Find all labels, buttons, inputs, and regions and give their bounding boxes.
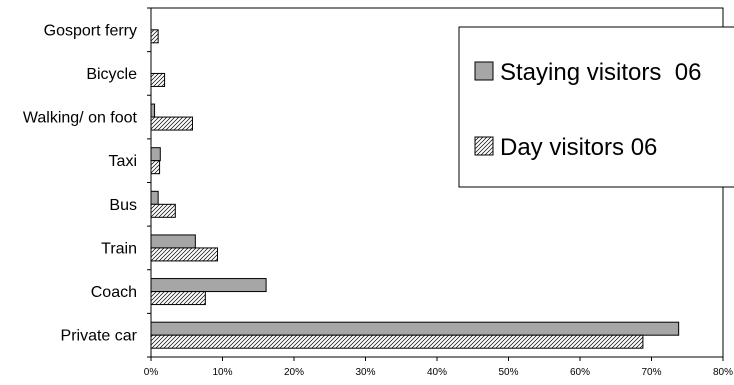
bar-staying-visitors (150, 321, 680, 336)
bar-day-visitors (150, 72, 166, 87)
bar-day-visitors (150, 291, 206, 306)
x-tick-label: 30% (355, 367, 375, 378)
category-label: Train (101, 240, 137, 257)
legend-swatch-staying (474, 61, 494, 81)
x-tick-label: 0% (144, 367, 159, 378)
x-tick-label: 20% (284, 367, 304, 378)
legend: Staying visitors 06 Day visitors 06 (458, 26, 734, 188)
category-label: Walking/ on foot (23, 110, 138, 127)
category-labels: Gosport ferry Bicycle Walking/ on foot Taxi… (23, 22, 138, 344)
category-label: Coach (91, 284, 137, 301)
bar-staying-visitors (150, 147, 161, 162)
category-label: Gosport ferry (44, 22, 137, 39)
bars (150, 29, 680, 349)
category-label: Bicycle (86, 66, 137, 83)
x-tick-label: 10% (212, 367, 232, 378)
x-axis-ticks: 0% 10% 20% 30% 40% 50% 60% 70% 80% (144, 7, 733, 378)
bar-day-visitors (150, 334, 644, 349)
x-tick-label: 40% (427, 367, 447, 378)
x-tick-label: 50% (498, 367, 518, 378)
bar-day-visitors (150, 29, 159, 44)
category-label: Private car (61, 328, 138, 345)
bar-staying-visitors (150, 234, 196, 249)
bar-day-visitors (150, 116, 193, 131)
legend-label-day: Day visitors 06 (500, 134, 657, 161)
legend-swatch-day (474, 136, 494, 156)
bar-day-visitors (150, 160, 161, 175)
bar-staying-visitors (150, 278, 267, 293)
category-label: Bus (109, 197, 137, 214)
x-tick-label: 60% (570, 367, 590, 378)
x-tick-label: 70% (641, 367, 661, 378)
legend-box (458, 26, 734, 188)
bar-staying-visitors (150, 190, 159, 205)
bar-staying-visitors (150, 103, 156, 118)
bar-day-visitors (150, 203, 176, 218)
x-tick-label: 80% (713, 367, 733, 378)
bar-day-visitors (150, 247, 218, 262)
legend-label-staying: Staying visitors 06 (500, 59, 701, 86)
category-label: Taxi (109, 153, 137, 170)
